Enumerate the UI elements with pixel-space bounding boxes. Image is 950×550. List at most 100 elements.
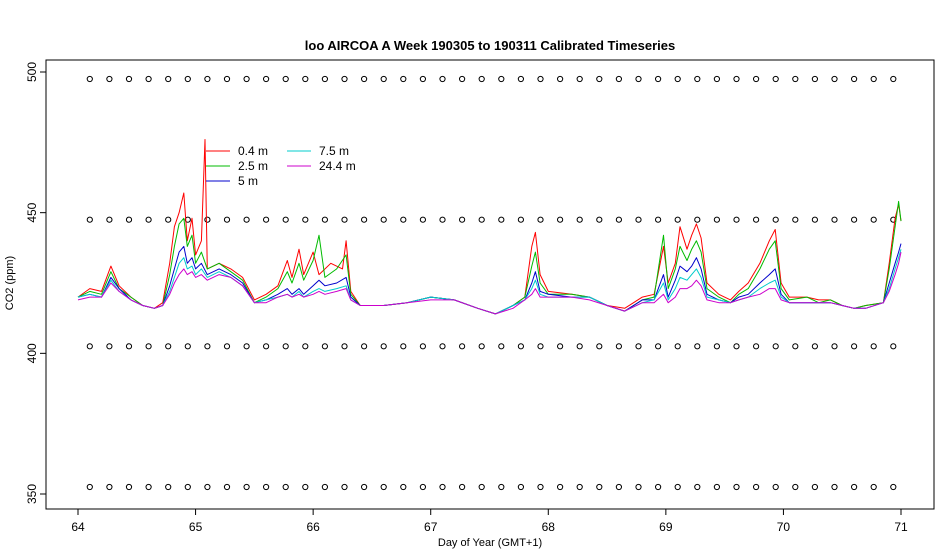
marker-point (674, 343, 681, 350)
legend-item: 2.5 m (206, 159, 268, 173)
marker-point (341, 216, 348, 223)
marker-point (282, 75, 289, 83)
marker-point (557, 483, 564, 491)
marker-row (86, 216, 897, 223)
marker-point (165, 483, 172, 491)
marker-point (282, 216, 289, 223)
marker-point (694, 483, 701, 491)
marker-point (263, 343, 270, 350)
marker-point (517, 343, 525, 350)
marker-point (478, 75, 485, 83)
marker-point (713, 343, 721, 350)
marker-point (772, 216, 779, 223)
chart-title: loo AIRCOA A Week 190305 to 190311 Calib… (305, 38, 675, 53)
x-tick-label: 66 (306, 520, 320, 534)
x-tick-label: 65 (189, 520, 203, 534)
marker-point (772, 75, 779, 83)
marker-point (870, 483, 877, 491)
x-tick-label: 67 (424, 520, 438, 534)
marker-point (557, 75, 564, 83)
marker-point (86, 483, 93, 491)
marker-point (400, 75, 407, 83)
x-axis: 64 65 66 67 68 69 70 71 (71, 508, 908, 534)
marker-point (851, 483, 858, 491)
x-tick-label: 70 (777, 520, 791, 534)
marker-point (204, 483, 211, 491)
marker-point (223, 483, 231, 491)
marker-row (86, 343, 897, 350)
marker-point (439, 343, 446, 350)
marker-point (165, 75, 172, 83)
marker-point (753, 343, 760, 350)
marker-point (517, 483, 525, 491)
marker-point (321, 75, 328, 83)
marker-point (635, 343, 642, 350)
marker-point (615, 343, 623, 350)
marker-point (243, 75, 250, 83)
marker-point (498, 483, 505, 491)
y-tick-label: 350 (25, 484, 39, 504)
marker-point (890, 343, 897, 350)
marker-point (615, 75, 623, 83)
marker-point (694, 216, 701, 223)
marker-point (792, 483, 799, 491)
marker-rows (86, 75, 897, 491)
marker-point (459, 216, 466, 223)
marker-point (341, 343, 348, 350)
marker-point (184, 343, 191, 350)
marker-point (733, 216, 740, 223)
marker-point (459, 483, 466, 491)
marker-point (831, 483, 838, 491)
marker-point (263, 216, 270, 223)
marker-point (165, 216, 172, 223)
marker-point (419, 343, 426, 350)
marker-point (615, 216, 623, 223)
marker-point (713, 483, 721, 491)
marker-point (792, 75, 799, 83)
marker-point (596, 216, 603, 223)
marker-point (459, 75, 466, 83)
marker-point (792, 216, 799, 223)
marker-point (302, 343, 309, 350)
series-line-24-4-m (77, 251, 902, 315)
x-tick-label: 68 (542, 520, 556, 534)
marker-point (106, 343, 113, 350)
marker-point (576, 216, 583, 223)
legend-label: 24.4 m (319, 159, 356, 173)
marker-point (400, 483, 407, 491)
marker-point (596, 483, 603, 491)
legend-item: 0.4 m (206, 144, 268, 158)
marker-point (811, 216, 819, 223)
marker-point (851, 343, 858, 350)
marker-row (86, 75, 897, 83)
marker-point (86, 75, 93, 83)
legend-item: 24.4 m (287, 159, 356, 173)
marker-point (419, 75, 426, 83)
marker-point (86, 343, 93, 350)
marker-point (321, 343, 328, 350)
marker-point (674, 483, 681, 491)
marker-point (243, 343, 250, 350)
marker-point (380, 216, 387, 223)
marker-point (302, 75, 309, 83)
marker-point (145, 343, 152, 350)
marker-point (517, 216, 525, 223)
marker-point (439, 75, 446, 83)
y-axis-label: CO2 (ppm) (4, 256, 16, 310)
marker-point (125, 483, 133, 491)
marker-point (753, 483, 760, 491)
marker-point (439, 483, 446, 491)
marker-point (576, 75, 583, 83)
marker-point (655, 343, 662, 350)
marker-point (753, 216, 760, 223)
marker-point (302, 483, 309, 491)
marker-point (772, 483, 779, 491)
marker-point (400, 216, 407, 223)
y-tick-label: 400 (25, 343, 39, 363)
legend-label: 2.5 m (238, 159, 268, 173)
marker-point (537, 75, 544, 83)
marker-point (537, 216, 544, 223)
marker-point (263, 75, 270, 83)
marker-point (106, 75, 113, 83)
marker-point (419, 216, 426, 223)
